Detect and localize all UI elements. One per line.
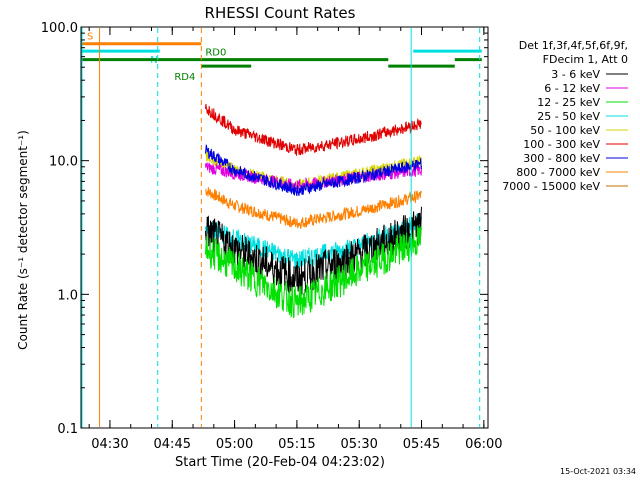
series-line-12-25-keV — [205, 225, 422, 319]
x-tick-label: 05:00 — [216, 437, 253, 452]
legend-header-1: Det 1f,3f,4f,5f,6f,9f, — [519, 39, 628, 52]
legend-label: 3 - 6 keV — [551, 68, 600, 81]
y-axis: 0.1 1.0 10.0 100.0 — [41, 21, 488, 437]
y-tick-label: 100.0 — [41, 21, 78, 36]
legend-label: 12 - 25 keV — [537, 96, 600, 109]
legend-label: 6 - 12 keV — [544, 82, 600, 95]
legend-label: 300 - 800 keV — [523, 152, 600, 165]
legend-label: 100 - 300 keV — [523, 138, 600, 151]
x-axis-label: Start Time (20-Feb-04 04:23:02) — [175, 455, 385, 470]
y-tick-label: 10.0 — [49, 155, 78, 170]
legend-label: 50 - 100 keV — [530, 124, 600, 137]
plot-frame — [80, 26, 489, 429]
x-tick-label: 05:45 — [403, 437, 440, 452]
series-line-3-6-keV — [205, 206, 422, 295]
y-tick-label: 0.1 — [57, 422, 78, 437]
legend-header-2: FDecim 1, Att 0 — [543, 53, 628, 66]
x-tick-label: 04:30 — [91, 437, 128, 452]
legend-label: 25 - 50 keV — [537, 110, 600, 123]
series-line-50-100-keV — [205, 150, 422, 192]
legend-label: 7000 - 15000 keV — [502, 180, 600, 193]
series-line-25-50-keV — [205, 213, 422, 269]
series-line-800-7000-keV — [205, 187, 422, 230]
series-line-300-800-keV — [205, 144, 422, 197]
series-line-6-12-keV — [205, 162, 422, 192]
legend: Det 1f,3f,4f,5f,6f,9f, FDecim 1, Att 0 3… — [502, 39, 628, 193]
attenuator-lines — [81, 27, 481, 428]
y-axis-label: Count Rate (s⁻¹ detector segment⁻¹) — [16, 130, 30, 350]
timestamp: 15-Oct-2021 03:34 — [560, 467, 636, 476]
series-traces — [205, 103, 422, 319]
legend-label: 800 - 7000 keV — [516, 166, 600, 179]
flag-label: RD0 — [205, 48, 226, 59]
x-tick-label: 06:00 — [465, 437, 502, 452]
flag-label: RD4 — [174, 72, 195, 83]
chart-title: RHESSI Count Rates — [205, 4, 356, 22]
x-tick-label: 05:30 — [340, 437, 377, 452]
y-tick-label: 1.0 — [57, 288, 78, 303]
x-axis: 04:30 04:45 05:00 05:15 05:30 05:45 06:00 — [88, 27, 503, 452]
series-line-100-300-keV — [205, 103, 422, 156]
x-tick-label: 04:45 — [154, 437, 191, 452]
flag-bars: SNRD0RD4 — [81, 32, 482, 83]
x-tick-label: 05:15 — [278, 437, 315, 452]
flag-label: S — [87, 32, 93, 43]
